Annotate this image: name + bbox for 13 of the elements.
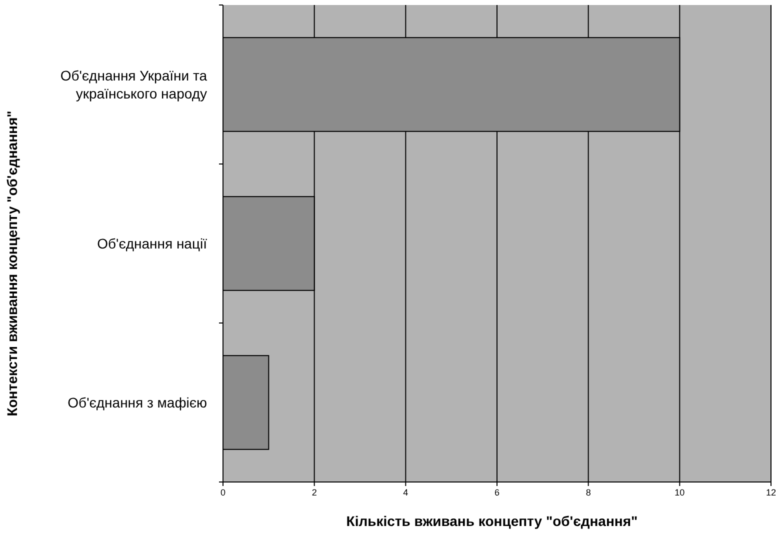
bar	[222, 355, 270, 450]
x-tick-label: 8	[586, 487, 591, 498]
y-axis-title: Контексти вживання концепту "об'єднання"	[4, 110, 20, 416]
x-tick-label: 6	[494, 487, 500, 498]
x-tick-label: 2	[312, 487, 317, 498]
y-tick-label: Об'єднання нації	[97, 236, 208, 252]
x-tick-label: 12	[766, 487, 776, 498]
x-axis-title: Кількість вживань концепту "об'єднання"	[346, 513, 638, 529]
y-tick-label: Об'єднання з мафією	[68, 394, 207, 410]
x-tick-label: 10	[674, 487, 685, 498]
y-tick-label: Об'єднання України та українського народу	[60, 68, 208, 102]
x-tick-label: 0	[220, 487, 226, 498]
x-tick-label: 4	[403, 487, 408, 498]
